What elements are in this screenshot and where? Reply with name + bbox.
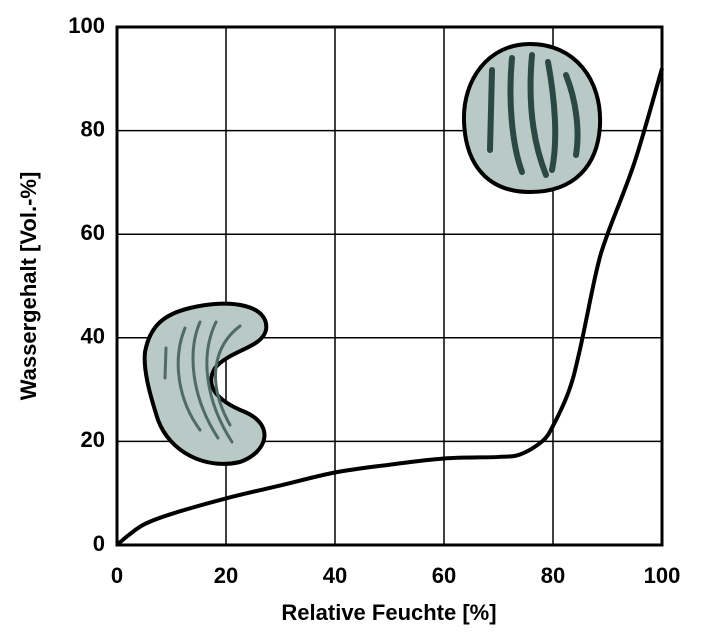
y-tick-label: 40 <box>81 324 105 349</box>
y-tick-label: 60 <box>81 220 105 245</box>
data-line <box>115 67 664 547</box>
x-axis-title: Relative Feuchte [%] <box>281 600 496 625</box>
x-tick-label: 20 <box>214 563 238 588</box>
y-tick-label: 80 <box>81 116 105 141</box>
y-tick-label: 20 <box>81 427 105 452</box>
plot-frame <box>115 25 664 547</box>
x-tick-label: 100 <box>644 563 681 588</box>
y-tick-label: 0 <box>93 531 105 556</box>
dry-illustration <box>142 301 269 466</box>
x-tick-label: 40 <box>323 563 347 588</box>
x-tick-label: 80 <box>541 563 565 588</box>
x-tick-label: 60 <box>432 563 456 588</box>
x-tick-label: 0 <box>111 563 123 588</box>
y-tick-label: 100 <box>68 13 105 38</box>
y-axis-title: Wassergehalt [Vol.-%] <box>16 172 41 401</box>
wet-illustration <box>461 41 603 195</box>
